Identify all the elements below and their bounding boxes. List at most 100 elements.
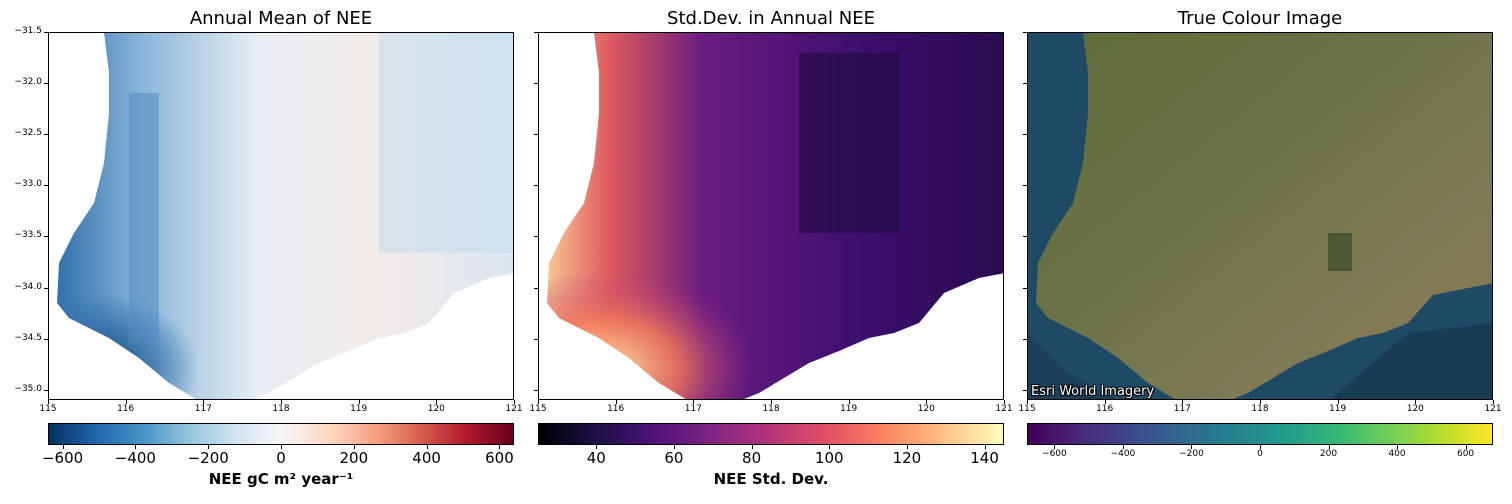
- x-tick-label: 117: [684, 404, 702, 414]
- map-panel-mean-nee: [48, 32, 514, 400]
- y-tick-mark: [1023, 83, 1027, 85]
- x-tick-mark: [848, 400, 850, 404]
- colorbar-tick-label: 600: [485, 449, 514, 467]
- colorbar-label-mean: NEE gC m² year⁻¹: [208, 470, 354, 488]
- x-tick-label: 118: [272, 404, 290, 414]
- colorbar-tick-label: 140: [970, 449, 999, 467]
- y-tick-mark: [534, 32, 538, 33]
- colorbar-tick-label: 200: [1319, 449, 1338, 459]
- y-tick-mark: [1023, 338, 1027, 340]
- stddev-nee-map: [547, 33, 1003, 399]
- x-tick-label: 115: [39, 404, 57, 414]
- colorbar-tick-mark: [208, 445, 210, 449]
- y-tick-mark: [534, 185, 538, 187]
- attribution-label: Esri World Imagery: [1031, 384, 1155, 399]
- map-panel-true-colour: Esri World Imagery: [1027, 32, 1493, 400]
- colorbar-tick-mark: [673, 445, 675, 449]
- colorbar-tick-mark: [1054, 445, 1056, 449]
- x-tick-mark: [281, 400, 282, 404]
- colorbar-tick-label: −200: [1179, 449, 1204, 459]
- x-tick-label: 120: [1406, 404, 1424, 414]
- x-tick-label: 115: [1018, 404, 1036, 414]
- x-tick-label: 118: [1251, 404, 1269, 414]
- x-tick-label: 116: [1096, 404, 1114, 414]
- x-tick-label: 120: [917, 404, 935, 414]
- y-tick-mark: [534, 83, 538, 85]
- y-tick-label: −34.5: [14, 332, 42, 343]
- mean-nee-map: [57, 33, 513, 399]
- x-tick-label: 118: [762, 404, 780, 414]
- y-tick-label: −35.0: [14, 383, 42, 394]
- colorbar-tick-mark: [499, 445, 501, 449]
- colorbar-stddev-nee: [538, 423, 1004, 445]
- y-tick-mark: [1023, 185, 1027, 187]
- colorbar-tick-label: 0: [276, 449, 286, 467]
- y-tick-label: −33.0: [14, 179, 42, 190]
- x-tick-label: 117: [194, 404, 212, 414]
- y-tick-mark: [1023, 389, 1027, 391]
- colorbar-tick-mark: [906, 445, 908, 449]
- colorbar-tick-mark: [596, 445, 598, 449]
- colorbar-tick-label: −400: [114, 449, 156, 467]
- colorbar-tick-mark: [1191, 445, 1193, 449]
- x-tick-label: 119: [1329, 404, 1347, 414]
- colorbar-tick-mark: [1397, 445, 1399, 449]
- colorbar-tick-label: 600: [1456, 449, 1475, 459]
- colorbar-tick-mark: [1122, 445, 1124, 449]
- x-tick-mark: [693, 400, 695, 404]
- colorbar-label-stddev: NEE Std. Dev.: [713, 470, 829, 488]
- colorbar-mean-nee: [48, 423, 514, 445]
- y-tick-mark: [44, 83, 48, 85]
- colorbar-tick-label: −600: [1042, 449, 1067, 459]
- x-tick-mark: [926, 400, 928, 404]
- panel-title-truecolour: True Colour Image: [1177, 8, 1343, 29]
- y-tick-mark: [534, 389, 538, 391]
- y-tick-mark: [534, 287, 538, 289]
- x-tick-label: 116: [607, 404, 625, 414]
- colorbar-tick-mark: [751, 445, 753, 449]
- x-tick-mark: [436, 400, 438, 404]
- y-tick-label: −31.5: [14, 26, 42, 36]
- x-tick-mark: [1027, 400, 1028, 404]
- colorbar-tick-label: 80: [742, 449, 762, 467]
- colorbar-tick-label: −600: [41, 449, 84, 467]
- colorbar-tick-label: 40: [586, 449, 606, 467]
- colorbar-tick-label: 400: [1388, 449, 1406, 459]
- x-tick-mark: [1260, 400, 1261, 404]
- x-tick-mark: [1337, 400, 1339, 404]
- y-tick-mark: [1023, 236, 1027, 238]
- x-tick-label: 121: [1484, 404, 1502, 414]
- colorbar-tick-mark: [62, 445, 64, 449]
- colorbar-tick-mark: [984, 445, 986, 449]
- y-tick-mark: [534, 236, 538, 238]
- panel-title-mean: Annual Mean of NEE: [189, 8, 373, 29]
- x-tick-mark: [1104, 400, 1106, 404]
- colorbar-tick-label: −200: [187, 449, 229, 467]
- colorbar-tick-mark: [135, 445, 137, 449]
- colorbar-tick-mark: [1328, 445, 1330, 449]
- y-tick-mark: [44, 338, 48, 340]
- x-tick-mark: [125, 400, 127, 404]
- panel-title-stddev: Std.Dev. in Annual NEE: [667, 8, 875, 29]
- x-tick-label: 119: [840, 404, 858, 414]
- x-tick-mark: [1415, 400, 1417, 404]
- x-tick-mark: [1493, 400, 1494, 404]
- colorbar-tick-mark: [1260, 445, 1261, 449]
- y-tick-mark: [44, 185, 48, 187]
- colorbar-tick-label: 0: [1257, 449, 1263, 459]
- x-tick-label: 117: [1173, 404, 1191, 414]
- colorbar-tick-label: 200: [339, 449, 369, 467]
- x-tick-label: 115: [529, 404, 547, 414]
- colorbar-tick-mark: [426, 445, 428, 449]
- y-tick-mark: [1023, 287, 1027, 289]
- colorbar-tick-label: 100: [814, 449, 844, 467]
- true-colour-map: [1028, 33, 1492, 399]
- y-tick-mark: [1023, 32, 1027, 33]
- x-tick-mark: [1004, 400, 1005, 404]
- x-tick-mark: [514, 400, 515, 404]
- x-tick-mark: [48, 400, 49, 404]
- x-tick-mark: [358, 400, 360, 404]
- x-tick-label: 121: [995, 404, 1013, 414]
- y-tick-mark: [44, 287, 48, 289]
- colorbar-tick-mark: [1465, 445, 1467, 449]
